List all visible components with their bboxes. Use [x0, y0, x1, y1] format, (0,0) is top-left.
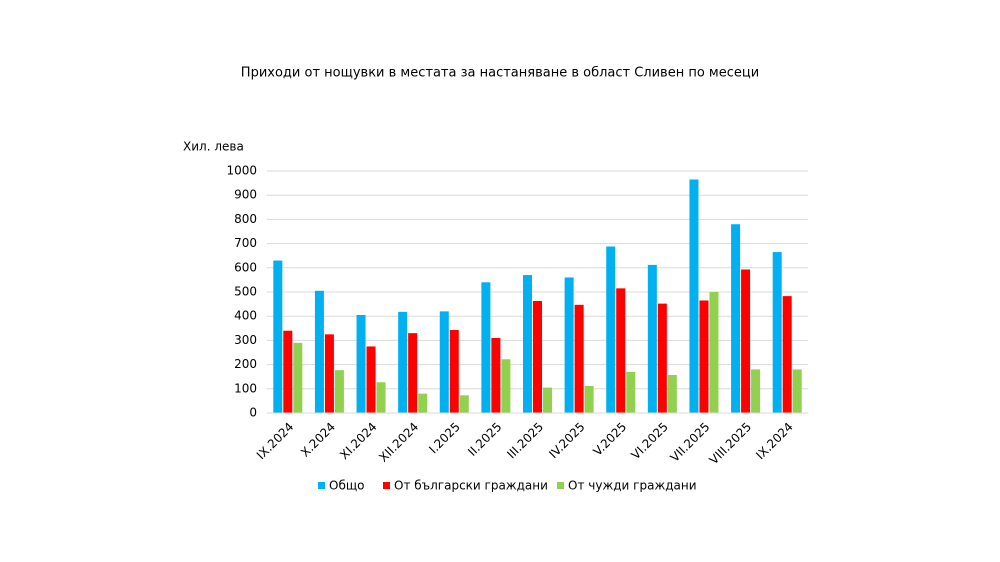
x-tick-label: IX.2024	[254, 420, 297, 463]
x-tick-label: IV.2025	[546, 420, 587, 461]
bar	[606, 246, 616, 413]
x-tick-label: VII.2025	[668, 420, 713, 465]
y-tick-label: 400	[234, 309, 257, 323]
bar	[491, 337, 501, 413]
bar	[543, 387, 552, 413]
x-tick-label: IX.2024	[753, 420, 796, 463]
y-tick-label: 600	[234, 260, 257, 274]
bar	[792, 369, 802, 413]
bar	[709, 292, 719, 413]
x-tick-label: VI.2025	[628, 420, 671, 463]
bar	[376, 382, 386, 413]
y-tick-label: 300	[234, 333, 257, 347]
bar	[314, 290, 324, 413]
bar	[574, 304, 584, 413]
y-tick-label: 500	[234, 285, 257, 299]
x-tick-label: XI.2024	[337, 420, 380, 463]
y-tick-label: 900	[234, 188, 257, 202]
bar	[751, 369, 761, 413]
bar	[398, 311, 408, 413]
legend-label: Общо	[329, 479, 365, 493]
x-tick-label: I.2025	[426, 420, 463, 457]
bar	[334, 370, 344, 413]
y-tick-label: 100	[234, 381, 257, 395]
chart-title: Приходи от нощувки в местата за настаняв…	[241, 66, 759, 81]
x-tick-label: XII.2024	[376, 420, 421, 465]
bar	[324, 334, 334, 413]
y-axis-label: Хил. лева	[183, 140, 244, 154]
bar	[731, 224, 741, 413]
x-tick-label: II.2025	[465, 420, 504, 459]
legend-swatch	[383, 482, 390, 489]
bar	[689, 179, 699, 413]
bar	[523, 275, 532, 413]
legend-label: От български граждани	[394, 479, 548, 493]
bar	[782, 296, 792, 413]
bar	[439, 311, 449, 413]
bar	[408, 333, 418, 413]
y-tick-label: 1000	[226, 164, 257, 178]
bar	[418, 393, 428, 413]
bar	[616, 288, 626, 413]
x-tick-label: III.2025	[504, 420, 546, 462]
bar	[772, 252, 782, 413]
bar	[283, 330, 293, 413]
bar	[501, 359, 511, 413]
y-tick-label: 0	[249, 406, 257, 420]
x-tick-label: X.2024	[298, 420, 338, 460]
bar	[366, 346, 376, 413]
legend-swatch	[318, 482, 325, 489]
bar	[741, 269, 751, 413]
bar	[647, 264, 657, 413]
bar	[356, 314, 366, 413]
y-tick-label: 800	[234, 212, 257, 226]
bar	[533, 300, 542, 413]
x-tick-label: V.2025	[590, 420, 629, 459]
bar	[273, 260, 283, 413]
bar	[293, 342, 303, 413]
bar	[449, 329, 459, 413]
bar	[564, 277, 574, 413]
y-tick-label: 200	[234, 357, 257, 371]
bar	[459, 395, 469, 413]
y-tick-label: 700	[234, 236, 257, 250]
bar	[626, 371, 636, 413]
bar	[481, 282, 491, 413]
legend-swatch	[557, 482, 564, 489]
x-tick-label: VIII.2025	[707, 420, 755, 468]
bar	[699, 300, 709, 413]
bar	[584, 385, 594, 413]
legend-label: От чужди граждани	[568, 479, 697, 493]
bar	[657, 303, 667, 413]
bar	[667, 375, 677, 413]
